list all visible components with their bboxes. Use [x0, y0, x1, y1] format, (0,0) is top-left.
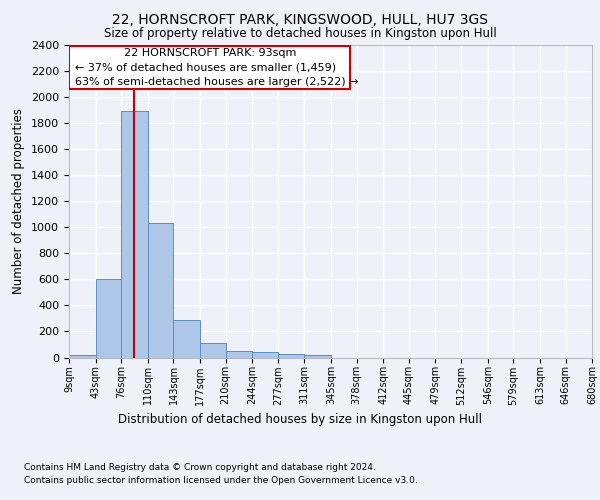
Bar	[226, 351, 252, 358]
Bar	[148, 224, 173, 358]
Bar	[121, 112, 148, 358]
Text: Distribution of detached houses by size in Kingston upon Hull: Distribution of detached houses by size …	[118, 412, 482, 426]
Bar	[95, 280, 121, 357]
Bar	[173, 320, 200, 358]
Bar	[200, 342, 226, 357]
Y-axis label: Number of detached properties: Number of detached properties	[13, 108, 25, 294]
Bar	[304, 355, 331, 358]
Bar	[69, 46, 350, 90]
Text: ← 37% of detached houses are smaller (1,459): ← 37% of detached houses are smaller (1,…	[75, 63, 337, 73]
Bar	[278, 354, 304, 358]
Text: 22, HORNSCROFT PARK, KINGSWOOD, HULL, HU7 3GS: 22, HORNSCROFT PARK, KINGSWOOD, HULL, HU…	[112, 12, 488, 26]
Bar	[69, 355, 95, 358]
Text: Contains HM Land Registry data © Crown copyright and database right 2024.: Contains HM Land Registry data © Crown c…	[24, 462, 376, 471]
Text: Contains public sector information licensed under the Open Government Licence v3: Contains public sector information licen…	[24, 476, 418, 485]
Text: Size of property relative to detached houses in Kingston upon Hull: Size of property relative to detached ho…	[104, 28, 496, 40]
Bar	[252, 352, 278, 358]
Text: 22 HORNSCROFT PARK: 93sqm: 22 HORNSCROFT PARK: 93sqm	[124, 48, 296, 58]
Text: 63% of semi-detached houses are larger (2,522) →: 63% of semi-detached houses are larger (…	[75, 77, 359, 87]
